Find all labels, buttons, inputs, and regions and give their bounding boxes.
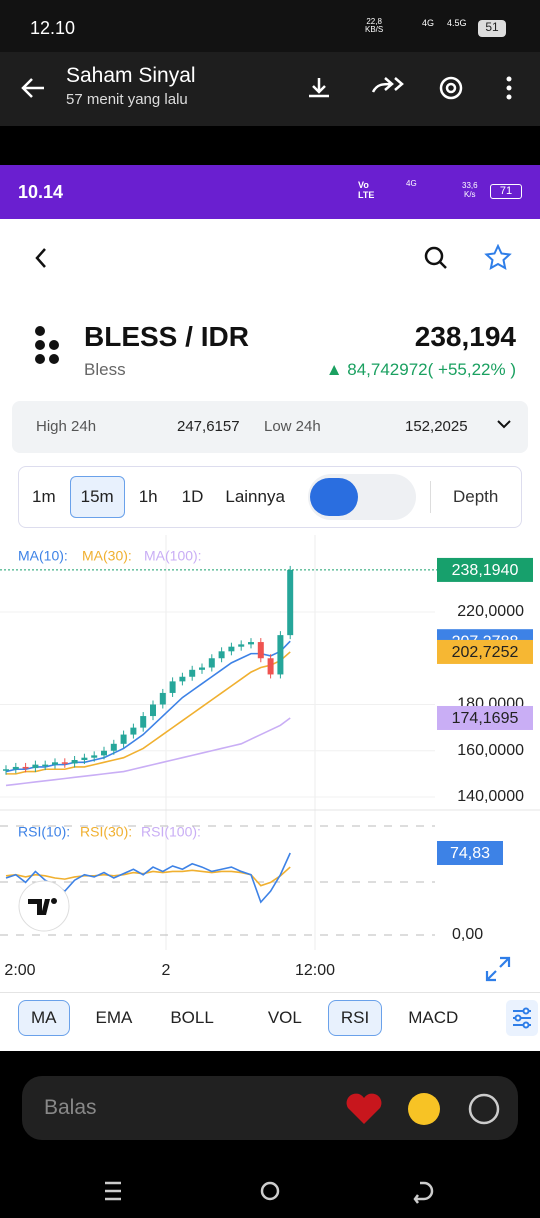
indicator-tabs: MA EMA BOLL VOL RSI MACD <box>18 1000 484 1036</box>
indicator-tab[interactable]: EMA <box>95 1008 133 1027</box>
stat-label: Low 24h <box>264 418 321 435</box>
interval-tab[interactable]: 1h <box>138 487 158 506</box>
stat-value: 247,6157 <box>177 418 240 435</box>
indicator-tab[interactable]: RSI <box>327 1000 383 1036</box>
divider <box>0 992 540 993</box>
divider <box>430 481 431 513</box>
pair-price: 238,194 <box>414 321 516 352</box>
change-pct: ( +55,22% ) <box>427 360 516 379</box>
indicator-tab[interactable]: BOLL <box>170 1008 214 1027</box>
indicator-settings[interactable] <box>506 1000 538 1036</box>
system-nav[interactable] <box>100 1178 440 1204</box>
reply-placeholder[interactable]: Balas <box>44 1096 97 1119</box>
speed: 22,8 KB/S <box>365 18 383 34</box>
tradingview-logo <box>18 880 70 932</box>
status-bar <box>0 0 540 52</box>
pair-change: ▲ 84,742972( +55,22% ) <box>325 360 516 379</box>
volte: Vo LTE <box>358 180 374 200</box>
fullscreen-button[interactable] <box>484 955 512 983</box>
pair-name: Bless <box>84 360 126 379</box>
interval-tab[interactable]: 1m <box>32 487 56 506</box>
header-subtitle: 57 menit yang lalu <box>66 91 188 108</box>
time: 12.10 <box>30 18 76 38</box>
interval-tab[interactable]: 15m <box>69 476 125 518</box>
stats-panel <box>12 401 528 453</box>
interval-tab[interactable]: Lainnya <box>225 487 285 506</box>
back-button[interactable] <box>20 76 46 100</box>
indicator-tab[interactable]: VOL <box>267 1008 302 1027</box>
expand-stats[interactable] <box>496 418 512 430</box>
candle-mode[interactable] <box>310 478 358 516</box>
inner-battery: 71 <box>490 184 522 199</box>
header-actions[interactable] <box>305 74 520 104</box>
depth-tab[interactable]: Depth <box>453 487 499 506</box>
app-header <box>0 52 540 126</box>
header-title: Saham Sinyal <box>66 64 196 87</box>
indicator-tab[interactable]: MA <box>18 1000 70 1036</box>
volte-bottom: LTE <box>358 190 375 200</box>
interval-tabs: 1m 15m 1h 1D Lainnya <box>22 473 297 521</box>
chart-style-toggle[interactable] <box>308 474 416 520</box>
indicator-tab[interactable]: MACD <box>408 1008 459 1027</box>
inner-speed-value: 33,6 <box>462 181 478 190</box>
inner-speed: 33,6 K/s <box>462 181 478 199</box>
inner-network: 4G <box>406 179 417 188</box>
volte-top: Vo <box>358 180 369 190</box>
battery: 51 <box>478 20 506 37</box>
stat-label: High 24h <box>36 418 97 435</box>
interval-bar <box>18 466 522 528</box>
inner-speed-unit: K/s <box>464 190 476 199</box>
stat-value: 152,2025 <box>405 418 468 435</box>
change-value: 84,742972 <box>347 360 428 379</box>
pair-symbol: BLESS / IDR <box>84 321 249 352</box>
inner-status-bar <box>0 165 540 219</box>
nav-icons[interactable] <box>30 244 520 274</box>
network: 4G <box>422 18 435 28</box>
speed-value: 22,8 <box>366 17 382 26</box>
network: 4.5G <box>447 18 467 28</box>
speed-unit: KB/S <box>365 25 384 34</box>
coin-logo <box>35 326 59 364</box>
interval-tab[interactable]: 1D <box>181 487 204 506</box>
inner-time: 10.14 <box>18 182 64 202</box>
reply-emojis[interactable] <box>344 1090 504 1128</box>
